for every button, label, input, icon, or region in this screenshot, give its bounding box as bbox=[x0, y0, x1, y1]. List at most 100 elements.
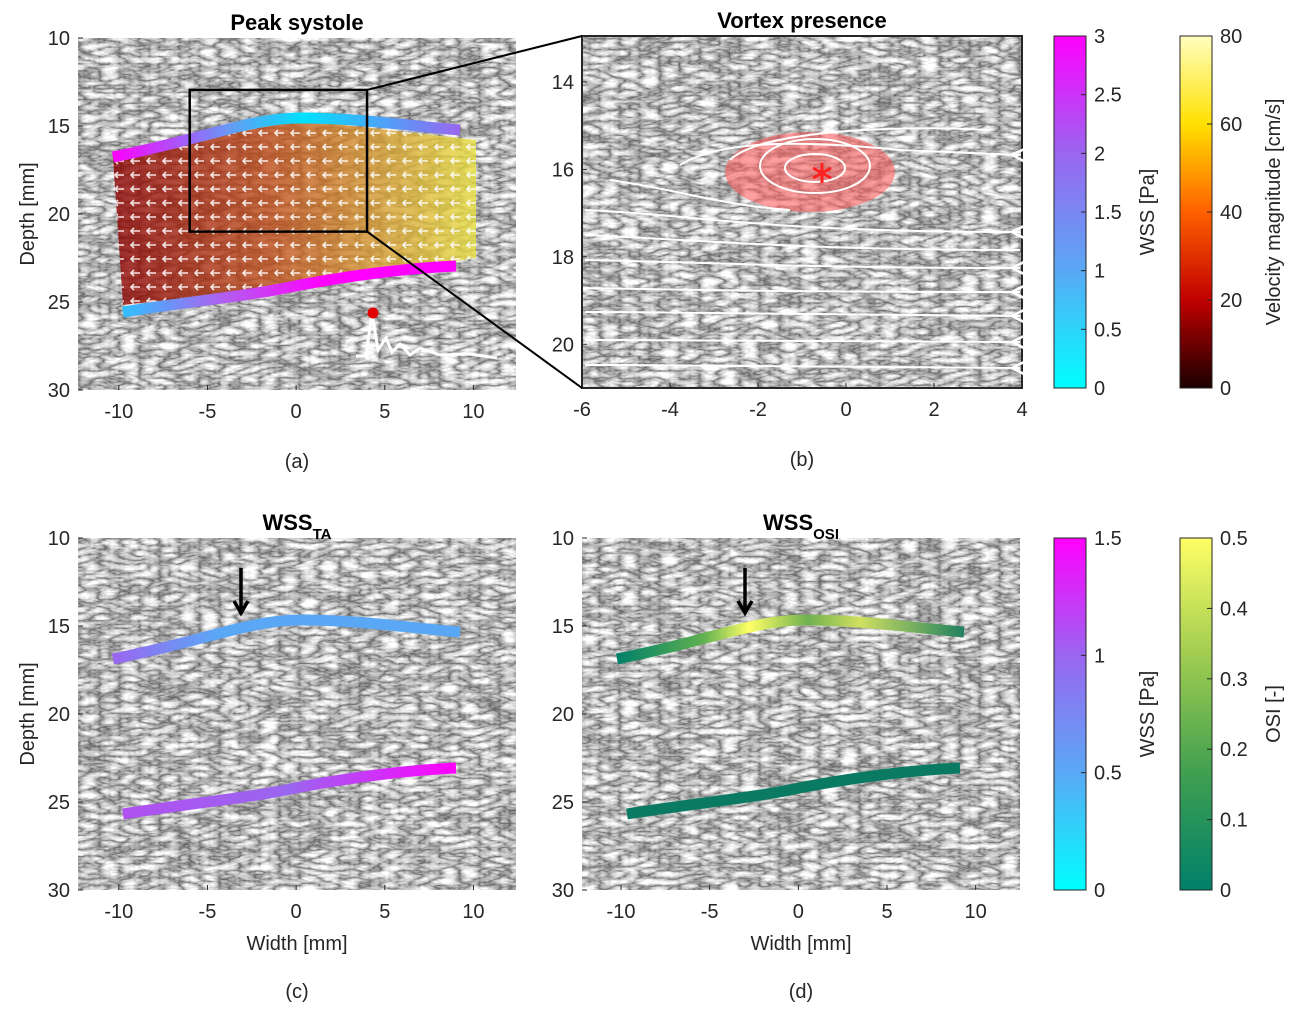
panel-label: (d) bbox=[789, 981, 813, 1003]
colorbar bbox=[1179, 537, 1213, 891]
x-tick-label: 5 bbox=[379, 901, 390, 923]
colorbar bbox=[1179, 35, 1213, 389]
y-tick-label: 18 bbox=[552, 247, 574, 269]
panel-label: (b) bbox=[790, 449, 814, 471]
x-tick-label: 0 bbox=[793, 901, 804, 923]
x-tick-label: -2 bbox=[749, 399, 767, 421]
vessel-wall bbox=[122, 762, 457, 820]
colorbar-tick-label: 0.2 bbox=[1220, 739, 1248, 761]
title-text: Vortex presence bbox=[717, 8, 887, 33]
panel-title: WSSTA bbox=[262, 510, 331, 543]
x-tick-label: 10 bbox=[462, 901, 484, 923]
y-tick-label: 20 bbox=[48, 204, 70, 226]
colorbar-label: OSI [-] bbox=[1263, 685, 1285, 743]
y-tick-label: 20 bbox=[48, 704, 70, 726]
ultrasound-image bbox=[582, 36, 1022, 388]
arrow bbox=[736, 568, 754, 617]
colorbar-tick-label: 0.4 bbox=[1220, 598, 1248, 620]
y-tick-label: 15 bbox=[48, 116, 70, 138]
panel-label: (c) bbox=[285, 981, 308, 1003]
x-tick-label: 0 bbox=[840, 399, 851, 421]
vessel-wall bbox=[626, 762, 961, 820]
arrow bbox=[232, 568, 250, 617]
vessel-wall bbox=[615, 614, 965, 665]
colorbar-tick-label: 0 bbox=[1094, 880, 1105, 902]
streamlines bbox=[584, 127, 1020, 368]
colorbar-tick-label: 0 bbox=[1220, 880, 1231, 902]
x-axis-label: Width [mm] bbox=[750, 933, 851, 955]
x-tick-label: -10 bbox=[607, 901, 636, 923]
y-axis-label: Depth [mm] bbox=[17, 162, 39, 265]
zoom-box bbox=[188, 88, 369, 233]
colorbar-tick-label: 3 bbox=[1094, 26, 1105, 48]
x-tick-label: 0 bbox=[291, 401, 302, 423]
title-text: WSS bbox=[763, 510, 813, 535]
x-tick-label: -10 bbox=[104, 901, 133, 923]
colorbar-label: WSS [Pa] bbox=[1137, 169, 1159, 256]
x-tick-label: 2 bbox=[928, 399, 939, 421]
vessel-wall bbox=[111, 614, 461, 665]
zoom-connector bbox=[366, 230, 583, 389]
colorbar-tick-label: 0.5 bbox=[1220, 528, 1248, 550]
panel-title: Peak systole bbox=[230, 10, 363, 35]
ultrasound-image bbox=[582, 538, 1020, 890]
x-tick-label: 10 bbox=[462, 401, 484, 423]
panel-label: (a) bbox=[285, 451, 309, 473]
x-tick-label: -4 bbox=[661, 399, 679, 421]
frame bbox=[581, 35, 1023, 389]
y-tick-label: 30 bbox=[48, 880, 70, 902]
title-subscript: TA bbox=[313, 526, 332, 543]
y-tick-label: 10 bbox=[552, 528, 574, 550]
x-tick-label: -5 bbox=[199, 401, 217, 423]
vessel-wall bbox=[111, 112, 461, 163]
y-tick-label: 25 bbox=[552, 792, 574, 814]
waveform bbox=[356, 312, 498, 360]
colorbar-tick-label: 0.5 bbox=[1094, 763, 1122, 785]
y-tick-label: 14 bbox=[552, 72, 574, 94]
ultrasound-image bbox=[78, 538, 516, 890]
colorbar-label: Velocity magnitude [cm/s] bbox=[1263, 99, 1285, 326]
x-tick-label: -5 bbox=[701, 901, 719, 923]
colorbar-tick-label: 1.5 bbox=[1094, 528, 1122, 550]
x-tick-label: 10 bbox=[965, 901, 987, 923]
x-tick-label: 5 bbox=[881, 901, 892, 923]
colorbar-tick-label: 0 bbox=[1094, 378, 1105, 400]
vortex-center bbox=[812, 163, 832, 183]
y-tick-label: 10 bbox=[48, 528, 70, 550]
title-text: Peak systole bbox=[230, 10, 363, 35]
y-tick-label: 25 bbox=[48, 792, 70, 814]
colorbar bbox=[1053, 537, 1087, 891]
y-tick-label: 16 bbox=[552, 159, 574, 181]
y-tick-label: 15 bbox=[552, 616, 574, 638]
title-text: WSS bbox=[262, 510, 312, 535]
colorbar-label: WSS [Pa] bbox=[1137, 671, 1159, 758]
y-tick-label: 20 bbox=[552, 334, 574, 356]
velocity-arrows bbox=[113, 120, 476, 305]
panel-title: Vortex presence bbox=[717, 8, 887, 33]
colorbar-tick-label: 20 bbox=[1220, 290, 1242, 312]
colorbar-tick-label: 0.1 bbox=[1220, 810, 1248, 832]
x-tick-label: -5 bbox=[199, 901, 217, 923]
x-tick-label: -6 bbox=[573, 399, 591, 421]
colorbar-tick-label: 40 bbox=[1220, 202, 1242, 224]
colorbar-tick-label: 1 bbox=[1094, 261, 1105, 283]
panel-title: WSSOSI bbox=[763, 510, 839, 543]
colorbar-tick-label: 1 bbox=[1094, 645, 1105, 667]
y-tick-label: 10 bbox=[48, 28, 70, 50]
colorbar-tick-label: 1.5 bbox=[1094, 202, 1122, 224]
y-axis-label: Depth [mm] bbox=[17, 662, 39, 765]
vessel-wall bbox=[122, 260, 457, 318]
x-tick-label: 0 bbox=[291, 901, 302, 923]
colorbar-tick-label: 2.5 bbox=[1094, 85, 1122, 107]
title-subscript: OSI bbox=[813, 526, 839, 543]
colorbar-tick-label: 80 bbox=[1220, 26, 1242, 48]
x-tick-label: 4 bbox=[1016, 399, 1027, 421]
time-marker bbox=[367, 307, 379, 319]
y-tick-label: 20 bbox=[552, 704, 574, 726]
colorbar-tick-label: 0.3 bbox=[1220, 669, 1248, 691]
colorbar-tick-label: 0.5 bbox=[1094, 319, 1122, 341]
y-tick-label: 30 bbox=[552, 880, 574, 902]
x-axis-label: Width [mm] bbox=[246, 933, 347, 955]
